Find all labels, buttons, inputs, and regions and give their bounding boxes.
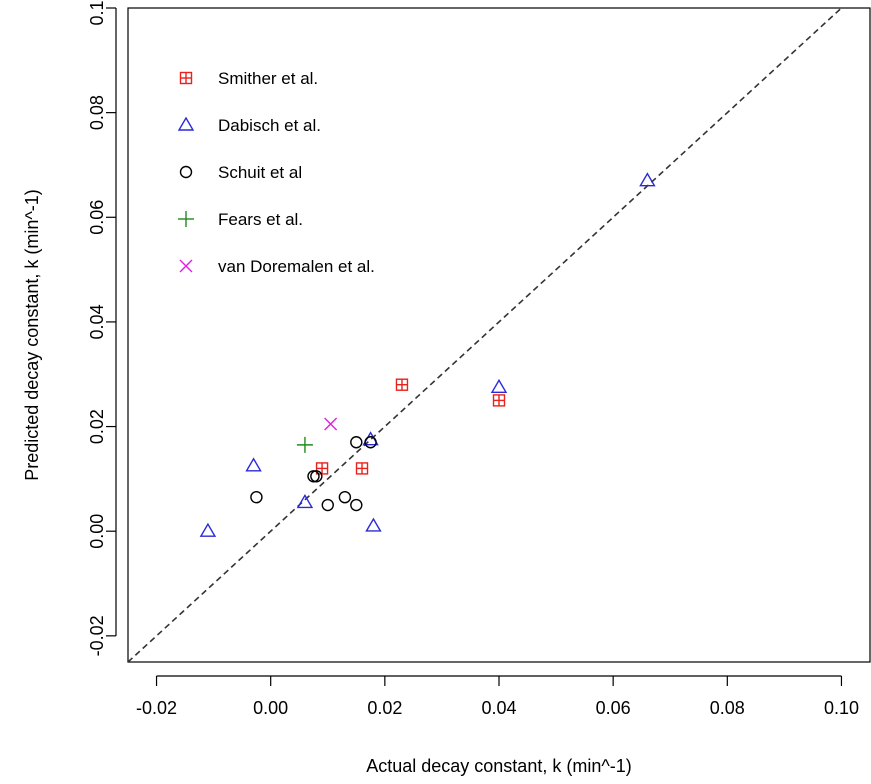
data-points bbox=[199, 172, 656, 537]
legend-label-5: van Doremalen et al. bbox=[218, 257, 375, 276]
y-tick-label: 0.00 bbox=[87, 514, 107, 549]
data-point-series-3 bbox=[350, 498, 363, 512]
data-point-series-2 bbox=[199, 522, 217, 537]
legend-label-4: Fears et al. bbox=[218, 210, 303, 229]
legend-marker-5 bbox=[179, 259, 193, 273]
data-point-series-3 bbox=[321, 498, 334, 512]
data-point-series-1 bbox=[492, 394, 506, 407]
data-point-series-2 bbox=[490, 378, 508, 394]
data-point-series-3 bbox=[250, 490, 263, 504]
legend: Smither et al. Dabisch et al. Schuit et al… bbox=[177, 69, 375, 276]
legend-marker-1 bbox=[179, 71, 193, 85]
y-tick-label: 0.02 bbox=[87, 409, 107, 444]
x-tick-label: 0.00 bbox=[253, 698, 288, 718]
data-point-series-3 bbox=[338, 490, 352, 504]
data-point-series-2 bbox=[639, 172, 656, 187]
y-tick-label: 0.04 bbox=[87, 304, 107, 339]
legend-marker-3 bbox=[179, 165, 193, 179]
plot-frame bbox=[127, 7, 871, 663]
legend-label-2: Dabisch et al. bbox=[218, 116, 321, 135]
data-point-series-3 bbox=[307, 470, 320, 483]
legend-marker-4 bbox=[178, 211, 194, 227]
data-point-series-3 bbox=[310, 470, 323, 483]
x-tick-label: -0.02 bbox=[136, 698, 177, 718]
data-point-series-1 bbox=[395, 378, 409, 391]
y-tick-label: 0.10 bbox=[87, 0, 107, 26]
y-tick-label: -0.02 bbox=[87, 615, 107, 656]
data-point-series-2 bbox=[296, 494, 314, 509]
legend-label-1: Smither et al. bbox=[218, 69, 318, 88]
y-axis: -0.02 0.00 0.02 0.04 0.06 0.08 0.10 bbox=[87, 0, 117, 656]
x-axis-label: Actual decay constant, k (min^-1) bbox=[366, 756, 632, 776]
x-tick-label: 0.04 bbox=[481, 698, 516, 718]
x-tick-label: 0.08 bbox=[710, 698, 745, 718]
x-tick-label: 0.06 bbox=[596, 698, 631, 718]
data-point-series-5 bbox=[324, 417, 338, 431]
data-point-series-1 bbox=[355, 462, 369, 475]
data-point-series-4 bbox=[296, 436, 313, 453]
legend-marker-2 bbox=[177, 116, 195, 131]
y-tick-label: 0.08 bbox=[87, 95, 107, 130]
identity-reference-line bbox=[128, 8, 843, 662]
y-tick-label: 0.06 bbox=[87, 200, 107, 235]
data-point-series-2 bbox=[365, 517, 382, 532]
legend-label-3: Schuit et al bbox=[218, 163, 302, 182]
x-tick-label: 0.10 bbox=[824, 698, 859, 718]
y-axis-label: Predicted decay constant, k (min^-1) bbox=[22, 189, 42, 481]
x-axis: -0.02 0.00 0.02 0.04 0.06 0.08 0.10 bbox=[136, 675, 859, 718]
data-point-series-3 bbox=[350, 436, 363, 449]
data-point-series-3 bbox=[364, 436, 377, 449]
x-tick-label: 0.02 bbox=[367, 698, 402, 718]
data-point-series-2 bbox=[245, 457, 262, 472]
